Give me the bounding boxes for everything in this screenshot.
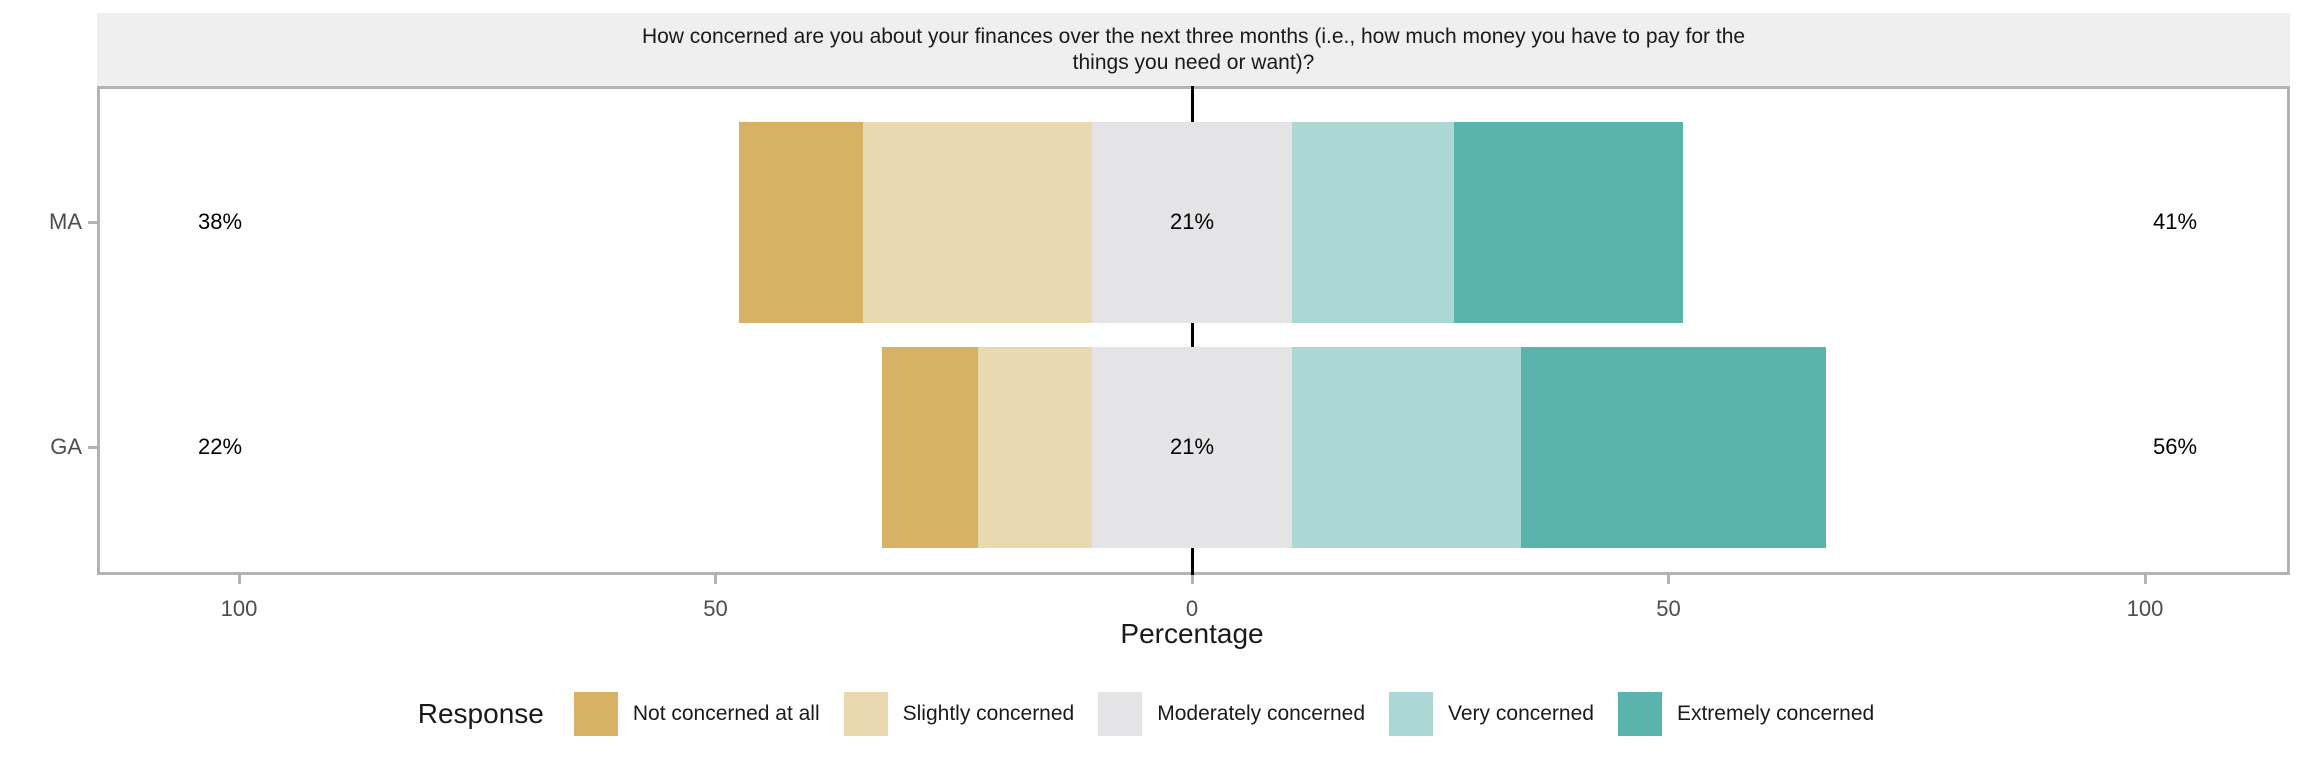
zero-reference-line (1190, 86, 1194, 575)
legend-label-slightly-concerned: Slightly concerned (902, 702, 1075, 725)
legend-item-extremely-concerned: Extremely concerned (1617, 692, 1875, 736)
bar-segment-ga-not-concerned-at-all (882, 346, 978, 548)
right-total-label-ma: 41% (2152, 209, 2198, 234)
legend: Response Not concerned at all Slightly co… (0, 690, 2304, 738)
bar-segment-ga-slightly-concerned (977, 346, 1092, 548)
y-axis-tick-ma (88, 220, 97, 224)
bar-segment-ma-moderately-concerned (1091, 121, 1293, 323)
legend-label-not-concerned-at-all: Not concerned at all (632, 702, 820, 725)
middle-total-label-ma: 21% (1169, 209, 1215, 234)
bar-segment-ga-extremely-concerned (1520, 346, 1826, 548)
y-axis-tick-ga (88, 445, 97, 449)
strip-title-line2: things you need or want)? (1072, 50, 1315, 74)
bar-segment-ma-slightly-concerned (863, 121, 1092, 323)
x-axis-tick-label-3: 50 (1656, 596, 1681, 621)
left-total-label-ga: 22% (197, 434, 243, 459)
x-axis-tick-0 (237, 575, 241, 584)
legend-label-moderately-concerned: Moderately concerned (1157, 702, 1366, 725)
legend-title: Response (417, 698, 544, 729)
x-axis-title: Percentage (1120, 618, 1264, 649)
strip-title-line1: How concerned are you about your finance… (641, 24, 1746, 48)
middle-total-label-ga: 21% (1169, 434, 1215, 459)
x-axis-tick-1 (714, 575, 717, 584)
x-axis-tick-label-4: 100 (2126, 596, 2164, 621)
bar-segment-ga-moderately-concerned (1091, 346, 1293, 548)
legend-item-very-concerned: Very concerned (1389, 692, 1594, 736)
right-total-label-ga: 56% (2152, 434, 2198, 459)
legend-swatch-very-concerned (1389, 692, 1434, 736)
legend-swatch-moderately-concerned (1098, 692, 1143, 736)
legend-item-slightly-concerned: Slightly concerned (843, 692, 1075, 736)
legend-swatch-extremely-concerned (1617, 692, 1662, 736)
x-axis-tick-2 (1190, 575, 1194, 584)
facet-strip: How concerned are you about your finance… (97, 13, 2290, 86)
legend-item-moderately-concerned: Moderately concerned (1098, 692, 1365, 736)
x-axis-tick-4 (2143, 575, 2147, 584)
y-axis-label-ga: GA (50, 434, 82, 459)
bar-segment-ma-very-concerned (1292, 121, 1455, 323)
legend-label-extremely-concerned: Extremely concerned (1676, 702, 1875, 725)
bar-segment-ga-very-concerned (1292, 346, 1521, 548)
legend-swatch-not-concerned-at-all (573, 692, 618, 736)
bar-segment-ma-not-concerned-at-all (739, 121, 864, 323)
x-axis-tick-3 (1667, 575, 1670, 584)
legend-label-very-concerned: Very concerned (1448, 702, 1594, 725)
bar-segment-ma-extremely-concerned (1454, 121, 1683, 323)
x-axis-tick-label-1: 50 (703, 596, 728, 621)
y-axis-label-ma: MA (49, 209, 82, 234)
legend-swatch-slightly-concerned (843, 692, 888, 736)
x-axis-tick-label-2: 0 (1185, 596, 1199, 621)
left-total-label-ma: 38% (197, 209, 243, 234)
legend-item-not-concerned-at-all: Not concerned at all (573, 692, 820, 736)
x-axis-tick-label-0: 100 (220, 596, 258, 621)
